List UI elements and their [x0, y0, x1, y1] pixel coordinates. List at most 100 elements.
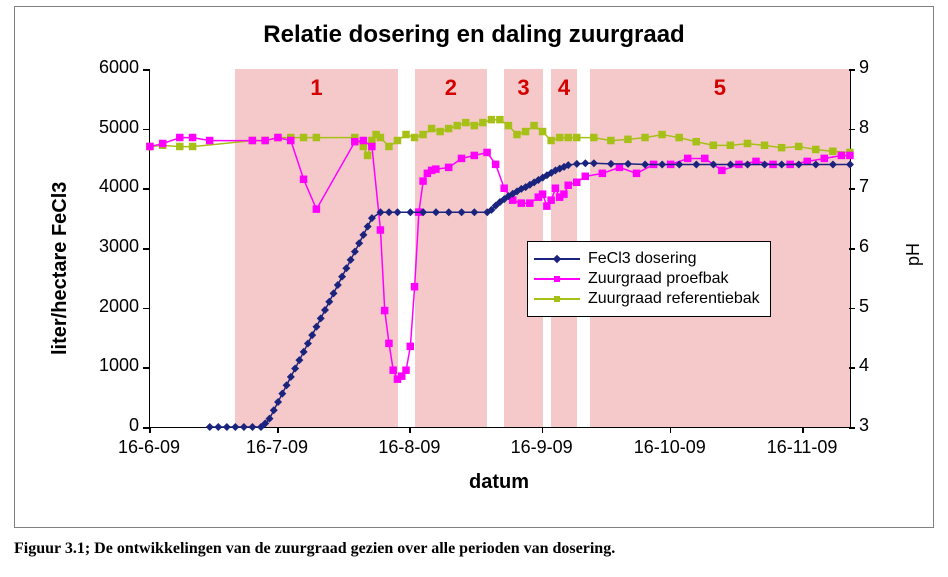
- series-marker-fecl3: [795, 160, 803, 168]
- series-marker-referentie: [176, 143, 184, 151]
- y2-tick-label: 6: [859, 236, 869, 257]
- y1-tick-label: 4000: [83, 176, 139, 197]
- series-marker-referentie: [189, 143, 197, 151]
- legend-item-fecl3: FeCl3 dosering: [534, 250, 760, 268]
- y1-tick: [143, 188, 149, 190]
- series-marker-proefbak: [249, 137, 257, 145]
- series-marker-fecl3: [624, 160, 632, 168]
- series-marker-fecl3: [248, 423, 256, 431]
- series-marker-proefbak: [517, 199, 525, 207]
- series-marker-referentie: [488, 116, 496, 124]
- series-marker-fecl3: [334, 281, 342, 289]
- series-marker-referentie: [522, 128, 530, 136]
- series-marker-proefbak: [633, 170, 641, 178]
- series-marker-fecl3: [308, 331, 316, 339]
- series-marker-fecl3: [274, 398, 282, 406]
- y2-tick-label: 7: [859, 176, 869, 197]
- series-marker-proefbak: [582, 173, 590, 181]
- series-marker-referentie: [744, 140, 752, 148]
- series-marker-proefbak: [300, 176, 308, 184]
- series-marker-proefbak: [287, 137, 295, 145]
- series-marker-referentie: [812, 146, 820, 154]
- series-marker-referentie: [428, 125, 436, 133]
- series-marker-fecl3: [231, 423, 239, 431]
- series-marker-referentie: [377, 134, 385, 142]
- y2-tick: [849, 427, 855, 429]
- series-marker-proefbak: [564, 182, 572, 190]
- series-marker-referentie: [513, 131, 521, 139]
- series-marker-fecl3: [240, 423, 248, 431]
- y1-axis-title: liter/hectare FeCl3: [49, 182, 72, 355]
- series-marker-fecl3: [270, 406, 278, 414]
- series-marker-referentie: [692, 138, 700, 146]
- series-marker-proefbak: [526, 199, 534, 207]
- series-marker-proefbak: [471, 152, 479, 160]
- series-marker-proefbak: [560, 190, 568, 198]
- series-marker-fecl3: [330, 289, 338, 297]
- series-marker-fecl3: [347, 256, 355, 264]
- x-tick-label: 16-11-09: [767, 437, 838, 458]
- y1-tick: [143, 367, 149, 369]
- y2-tick: [849, 367, 855, 369]
- series-marker-referentie: [402, 131, 410, 139]
- x-tick: [409, 427, 411, 433]
- series-marker-fecl3: [744, 160, 752, 168]
- chart-container: Relatie dosering en daling zuurgraad 123…: [14, 6, 934, 528]
- series-marker-fecl3: [317, 314, 325, 322]
- series-marker-referentie: [411, 134, 419, 142]
- series-marker-fecl3: [432, 208, 440, 216]
- series-marker-referentie: [761, 142, 769, 150]
- y2-tick: [849, 248, 855, 250]
- series-marker-fecl3: [385, 208, 393, 216]
- series-marker-proefbak: [718, 167, 726, 175]
- series-marker-proefbak: [402, 366, 410, 374]
- x-tick: [802, 427, 804, 433]
- series-marker-fecl3: [406, 208, 414, 216]
- series-marker-referentie: [624, 136, 632, 144]
- x-tick-label: 16-6-09: [118, 437, 180, 458]
- series-marker-referentie: [479, 119, 487, 127]
- series-marker-referentie: [658, 131, 666, 139]
- y2-tick-label: 4: [859, 355, 869, 376]
- series-marker-referentie: [547, 137, 555, 145]
- series-marker-proefbak: [616, 164, 624, 172]
- series-marker-fecl3: [283, 381, 291, 389]
- x-tick: [670, 427, 672, 433]
- series-marker-proefbak: [189, 134, 197, 142]
- series-marker-proefbak: [701, 155, 709, 163]
- series-marker-referentie: [573, 134, 581, 142]
- y1-tick: [143, 308, 149, 310]
- series-marker-proefbak: [313, 205, 321, 213]
- series-marker-proefbak: [547, 196, 555, 204]
- series-marker-referentie: [462, 119, 470, 127]
- series-marker-referentie: [641, 134, 649, 142]
- series-marker-proefbak: [573, 179, 581, 187]
- series-marker-proefbak: [838, 152, 846, 160]
- series-marker-referentie: [556, 134, 564, 142]
- series-marker-fecl3: [394, 208, 402, 216]
- series-marker-fecl3: [206, 423, 214, 431]
- y1-tick-label: 2000: [83, 296, 139, 317]
- series-marker-proefbak: [411, 283, 419, 291]
- series-marker-fecl3: [321, 306, 329, 314]
- series-marker-proefbak: [381, 307, 389, 315]
- series-marker-referentie: [778, 144, 786, 152]
- series-marker-referentie: [539, 128, 547, 136]
- series-marker-referentie: [675, 134, 683, 142]
- series-marker-referentie: [436, 128, 444, 136]
- series-marker-referentie: [313, 134, 321, 142]
- series-marker-proefbak: [445, 164, 453, 172]
- series-marker-fecl3: [325, 298, 333, 306]
- series-marker-proefbak: [419, 177, 427, 185]
- series-marker-proefbak: [599, 170, 607, 178]
- figure-caption: Figuur 3.1; De ontwikkelingen van de zuu…: [14, 540, 615, 558]
- series-marker-fecl3: [278, 390, 286, 398]
- y1-tick-label: 5000: [83, 117, 139, 138]
- legend-label-fecl3: FeCl3 dosering: [588, 250, 697, 268]
- y2-tick: [849, 308, 855, 310]
- y2-tick-label: 8: [859, 117, 869, 138]
- series-marker-proefbak: [261, 137, 269, 145]
- series-marker-referentie: [564, 134, 572, 142]
- series-marker-proefbak: [821, 155, 829, 163]
- series-marker-proefbak: [360, 137, 368, 145]
